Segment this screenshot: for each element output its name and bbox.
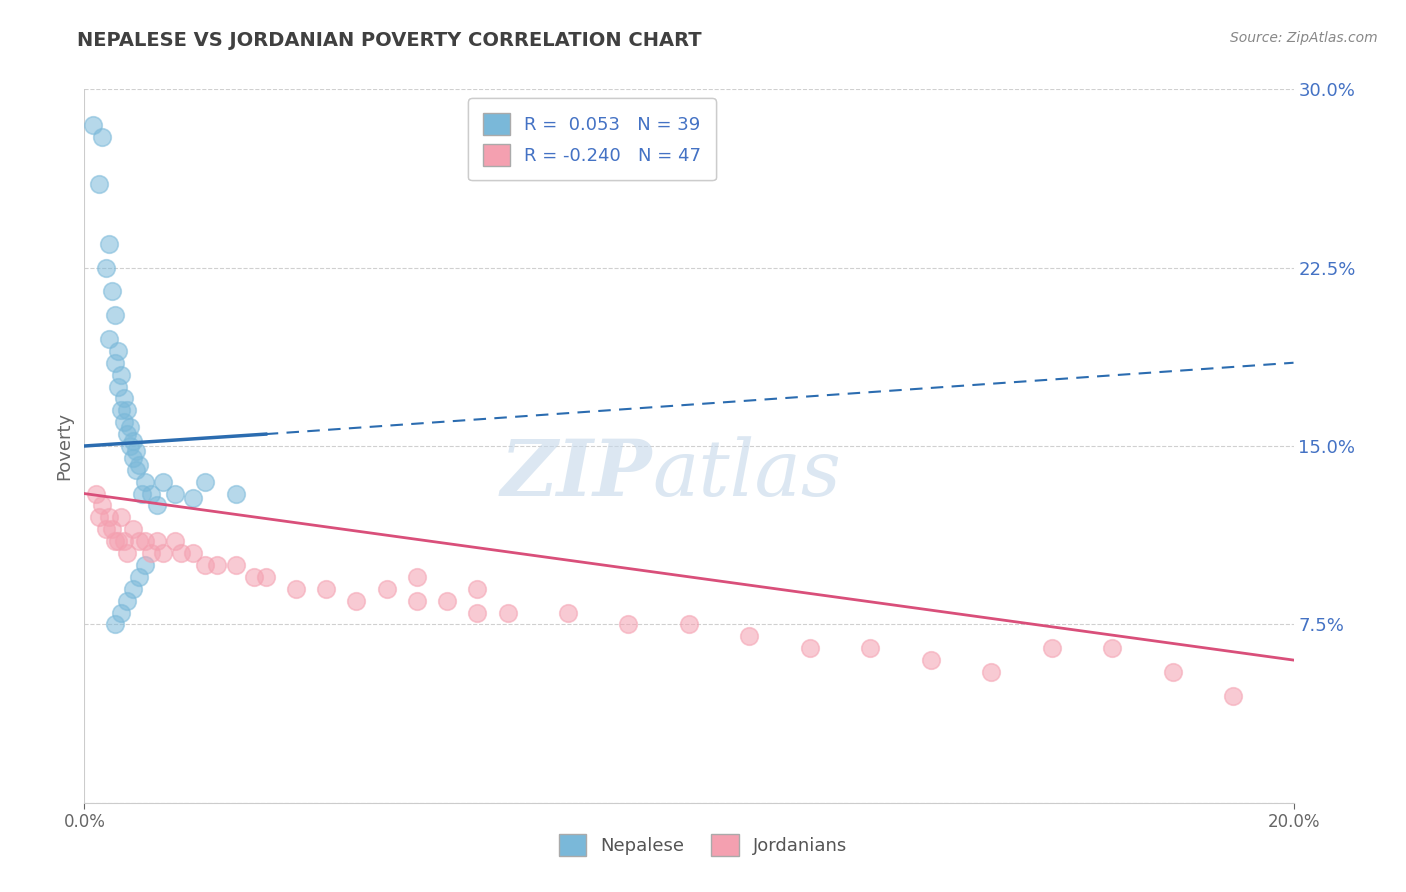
Point [146, 534, 169, 549]
Point [112, 534, 135, 549]
Point [131, 486, 153, 500]
Point [406, 593, 429, 607]
Point [110, 510, 132, 524]
Point [285, 582, 308, 596]
Legend: R =  0.053   N = 39, R = -0.240   N = 47: R = 0.053 N = 39, R = -0.240 N = 47 [468, 98, 716, 180]
Point [115, 403, 138, 417]
Point [496, 606, 519, 620]
Point [82, 118, 104, 132]
Point [152, 546, 174, 560]
Point [104, 617, 127, 632]
Point [980, 665, 1002, 679]
Point [467, 606, 489, 620]
Point [121, 522, 143, 536]
Point [225, 558, 247, 572]
Point [89, 178, 111, 192]
Point [194, 558, 217, 572]
Point [128, 458, 150, 472]
Point [110, 606, 132, 620]
Point [170, 546, 193, 560]
Point [181, 546, 204, 560]
Point [181, 491, 204, 506]
Y-axis label: Poverty: Poverty [55, 412, 73, 480]
Point [125, 463, 148, 477]
Point [100, 285, 122, 299]
Point [859, 641, 882, 656]
Point [467, 582, 489, 596]
Point [121, 450, 143, 465]
Point [86, 486, 108, 500]
Point [315, 582, 337, 596]
Point [254, 570, 277, 584]
Point [146, 499, 169, 513]
Point [207, 558, 229, 572]
Point [94, 522, 117, 536]
Point [436, 593, 458, 607]
Point [139, 546, 162, 560]
Point [97, 332, 120, 346]
Point [346, 593, 368, 607]
Point [115, 427, 138, 442]
Point [107, 379, 129, 393]
Point [1222, 689, 1244, 703]
Point [91, 129, 114, 144]
Point [1040, 641, 1063, 656]
Point [242, 570, 264, 584]
Point [194, 475, 217, 489]
Point [121, 582, 143, 596]
Point [97, 510, 120, 524]
Point [89, 510, 111, 524]
Point [139, 486, 162, 500]
Point [678, 617, 700, 632]
Point [104, 534, 127, 549]
Text: NEPALESE VS JORDANIAN POVERTY CORRELATION CHART: NEPALESE VS JORDANIAN POVERTY CORRELATIO… [77, 31, 702, 50]
Point [134, 475, 156, 489]
Point [134, 534, 156, 549]
Point [107, 343, 129, 358]
Point [110, 403, 132, 417]
Legend: Nepalese, Jordanians: Nepalese, Jordanians [550, 825, 856, 865]
Point [125, 443, 148, 458]
Point [557, 606, 579, 620]
Point [1101, 641, 1123, 656]
Text: Source: ZipAtlas.com: Source: ZipAtlas.com [1230, 31, 1378, 45]
Text: atlas: atlas [652, 436, 841, 513]
Point [118, 420, 141, 434]
Point [128, 570, 150, 584]
Point [121, 434, 143, 449]
Point [104, 356, 127, 370]
Point [128, 534, 150, 549]
Point [799, 641, 821, 656]
Point [152, 475, 174, 489]
Point [97, 236, 120, 251]
Point [165, 486, 187, 500]
Point [738, 629, 761, 643]
Point [110, 368, 132, 382]
Point [118, 439, 141, 453]
Point [91, 499, 114, 513]
Point [406, 570, 429, 584]
Point [165, 534, 187, 549]
Point [225, 486, 247, 500]
Text: ZIP: ZIP [501, 436, 652, 513]
Point [100, 522, 122, 536]
Point [375, 582, 398, 596]
Point [920, 653, 942, 667]
Point [107, 534, 129, 549]
Point [1161, 665, 1184, 679]
Point [104, 308, 127, 322]
Point [617, 617, 640, 632]
Point [115, 593, 138, 607]
Point [112, 415, 135, 429]
Point [115, 546, 138, 560]
Point [134, 558, 156, 572]
Point [94, 260, 117, 275]
Point [112, 392, 135, 406]
